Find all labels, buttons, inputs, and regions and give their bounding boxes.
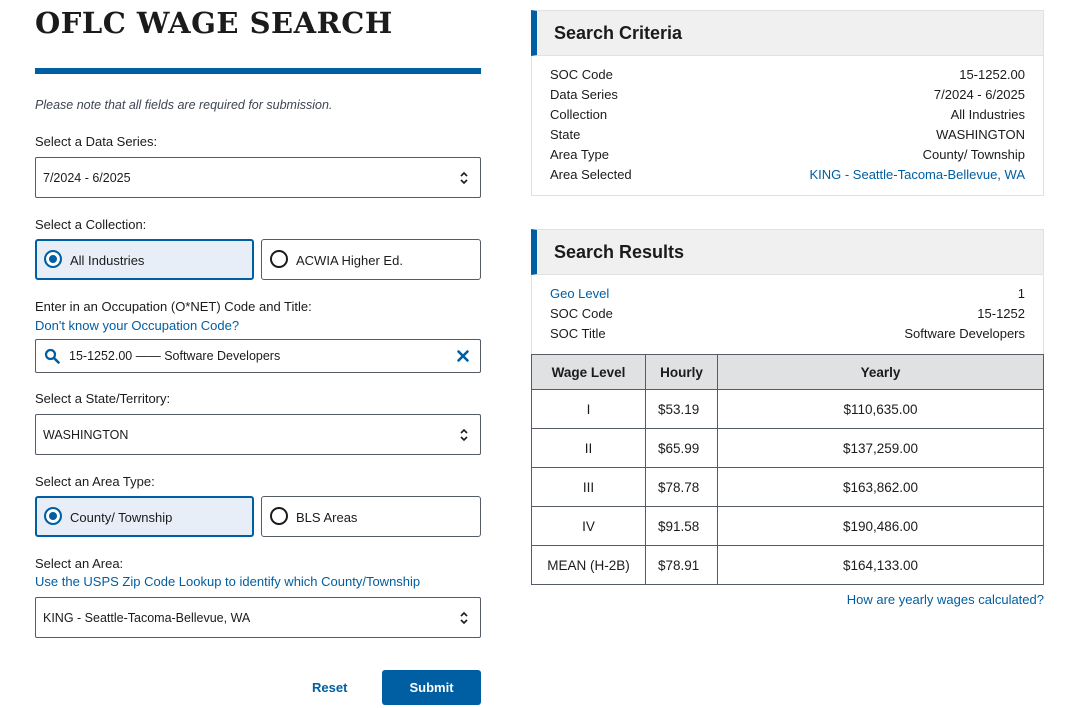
radio-selected-icon: [44, 507, 62, 525]
table-row: II $65.99 $137,259.00: [531, 428, 1044, 468]
criteria-row-data-series: Data Series 7/2024 - 6/2025: [550, 85, 1025, 105]
collection-option-acwia[interactable]: ACWIA Higher Ed.: [261, 239, 481, 280]
criteria-key: SOC Code: [550, 67, 613, 82]
search-criteria-header: Search Criteria: [531, 10, 1044, 56]
result-row-geo-level: Geo Level 1: [550, 284, 1025, 304]
column-header-yearly: Yearly: [717, 354, 1044, 390]
state-value: WASHINGTON: [43, 428, 129, 442]
search-icon: [44, 348, 60, 364]
result-key: SOC Code: [550, 306, 613, 321]
hourly-cell: $53.19: [645, 389, 718, 429]
occupation-help-link[interactable]: Don't know your Occupation Code?: [35, 318, 240, 333]
page-title: OFLC WAGE SEARCH: [35, 6, 393, 40]
table-row: III $78.78 $163,862.00: [531, 467, 1044, 507]
area-selected-link[interactable]: KING - Seattle-Tacoma-Bellevue, WA: [809, 167, 1025, 182]
submit-button[interactable]: Submit: [382, 670, 481, 705]
search-results-header: Search Results: [531, 229, 1044, 275]
yearly-cell: $163,862.00: [717, 467, 1044, 507]
radio-unselected-icon: [270, 250, 288, 268]
area-type-option-bls[interactable]: BLS Areas: [261, 496, 481, 537]
title-divider: [35, 68, 481, 74]
wage-table-header-row: Wage Level Hourly Yearly: [531, 354, 1044, 390]
search-results-panel: Geo Level 1 SOC Code 15-1252 SOC Title S…: [531, 275, 1044, 355]
area-type-option-county[interactable]: County/ Township: [35, 496, 254, 537]
table-row: MEAN (H-2B) $78.91 $164,133.00: [531, 545, 1044, 585]
hourly-cell: $78.91: [645, 545, 718, 585]
collection-option-label: All Industries: [70, 253, 145, 268]
data-series-select[interactable]: 7/2024 - 6/2025: [35, 157, 481, 198]
result-row-soc-title: SOC Title Software Developers: [550, 324, 1025, 344]
criteria-value: County/ Township: [922, 147, 1025, 162]
chevron-up-down-icon: [460, 428, 468, 442]
wage-level-cell: II: [531, 428, 646, 468]
area-value: KING - Seattle-Tacoma-Bellevue, WA: [43, 611, 251, 625]
result-value: 15-1252: [977, 306, 1025, 321]
state-label: Select a State/Territory:: [35, 391, 171, 406]
required-note: Please note that all fields are required…: [35, 98, 333, 112]
criteria-row-state: State WASHINGTON: [550, 125, 1025, 145]
collection-option-all-industries[interactable]: All Industries: [35, 239, 254, 280]
search-results-heading: Search Results: [554, 242, 685, 262]
criteria-key: Area Selected: [550, 167, 632, 182]
criteria-row-area-type: Area Type County/ Township: [550, 145, 1025, 165]
hourly-cell: $78.78: [645, 467, 718, 507]
wage-level-cell: MEAN (H-2B): [531, 545, 646, 585]
occupation-search-input[interactable]: 15-1252.00 —— Software Developers: [35, 339, 481, 373]
collection-label: Select a Collection:: [35, 217, 147, 232]
area-type-option-label: County/ Township: [70, 510, 173, 525]
criteria-value: All Industries: [950, 107, 1025, 122]
criteria-value: 7/2024 - 6/2025: [933, 87, 1025, 102]
result-value: 1: [1017, 286, 1025, 301]
yearly-cell: $137,259.00: [717, 428, 1044, 468]
hourly-cell: $91.58: [645, 506, 718, 546]
criteria-key: State: [550, 127, 581, 142]
data-series-label: Select a Data Series:: [35, 134, 158, 149]
yearly-wages-help-link[interactable]: How are yearly wages calculated?: [846, 592, 1044, 607]
column-header-hourly: Hourly: [645, 354, 718, 390]
wage-level-cell: III: [531, 467, 646, 507]
wage-table: Wage Level Hourly Yearly I $53.19 $110,6…: [531, 354, 1044, 585]
criteria-key: Collection: [550, 107, 608, 122]
criteria-value: 15-1252.00: [959, 67, 1025, 82]
criteria-row-soc-code: SOC Code 15-1252.00: [550, 65, 1025, 85]
occupation-label: Enter in an Occupation (O*NET) Code and …: [35, 299, 312, 314]
result-row-soc-code: SOC Code 15-1252: [550, 304, 1025, 324]
radio-unselected-icon: [270, 507, 288, 525]
result-value: Software Developers: [904, 326, 1025, 341]
criteria-row-area-selected: Area Selected KING - Seattle-Tacoma-Bell…: [550, 165, 1025, 185]
yearly-cell: $164,133.00: [717, 545, 1044, 585]
table-row: I $53.19 $110,635.00: [531, 389, 1044, 429]
wage-level-cell: I: [531, 389, 646, 429]
area-select[interactable]: KING - Seattle-Tacoma-Bellevue, WA: [35, 597, 481, 638]
area-label: Select an Area:: [35, 556, 124, 571]
table-row: IV $91.58 $190,486.00: [531, 506, 1044, 546]
chevron-up-down-icon: [460, 611, 468, 625]
wage-level-cell: IV: [531, 506, 646, 546]
criteria-row-collection: Collection All Industries: [550, 105, 1025, 125]
area-type-option-label: BLS Areas: [296, 510, 358, 525]
criteria-value: WASHINGTON: [936, 127, 1025, 142]
criteria-key: Data Series: [550, 87, 618, 102]
collection-option-label: ACWIA Higher Ed.: [296, 253, 403, 268]
area-type-label: Select an Area Type:: [35, 474, 155, 489]
search-criteria-panel: SOC Code 15-1252.00 Data Series 7/2024 -…: [531, 56, 1044, 196]
criteria-key: Area Type: [550, 147, 610, 162]
hourly-cell: $65.99: [645, 428, 718, 468]
column-header-wage-level: Wage Level: [531, 354, 646, 390]
geo-level-link[interactable]: Geo Level: [550, 286, 610, 301]
data-series-value: 7/2024 - 6/2025: [43, 171, 131, 185]
close-icon[interactable]: [456, 349, 470, 363]
yearly-cell: $110,635.00: [717, 389, 1044, 429]
zip-lookup-link[interactable]: Use the USPS Zip Code Lookup to identify…: [35, 574, 421, 589]
chevron-up-down-icon: [460, 171, 468, 185]
yearly-cell: $190,486.00: [717, 506, 1044, 546]
occupation-value: 15-1252.00 —— Software Developers: [69, 349, 281, 363]
reset-button[interactable]: Reset: [312, 680, 348, 695]
search-criteria-heading: Search Criteria: [554, 23, 683, 43]
radio-selected-icon: [44, 250, 62, 268]
state-select[interactable]: WASHINGTON: [35, 414, 481, 455]
result-key: SOC Title: [550, 326, 606, 341]
